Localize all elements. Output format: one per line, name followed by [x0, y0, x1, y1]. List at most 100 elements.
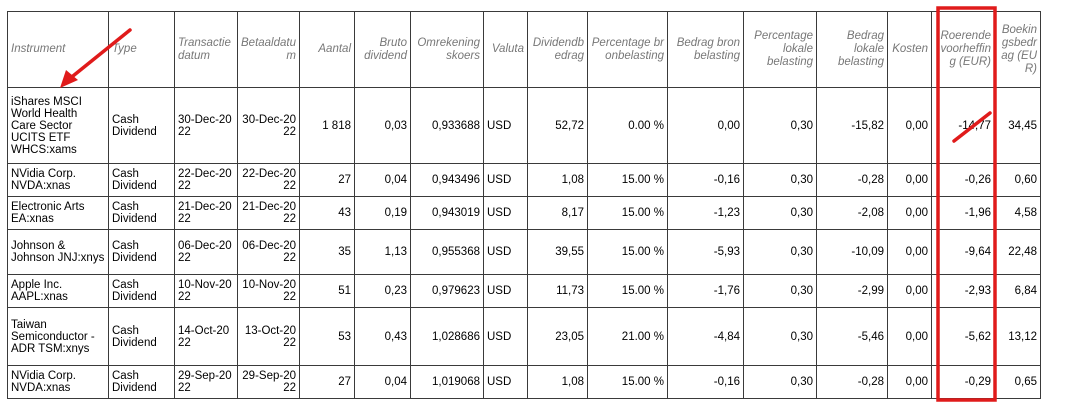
cell-transactiedatum: 29-Sep-2022	[174, 365, 238, 399]
header-bruto-dividend: Bruto dividend	[354, 11, 411, 88]
cell-instrument: Electronic Arts EA:xnas	[7, 196, 109, 230]
cell-boekingsbedrag: 0,65	[994, 365, 1041, 399]
cell-transactiedatum: 21-Dec-2022	[174, 196, 238, 230]
cell-valuta: USD	[483, 163, 528, 197]
cell-transactiedatum: 30-Dec-2022	[174, 87, 238, 164]
cell-kosten: 0,00	[887, 229, 932, 275]
header-bedrag-lokale-belasting: Bedrag lokale belasting	[816, 11, 888, 88]
cell-betaaldatum: 30-Dec-2022	[237, 87, 300, 164]
header-kosten: Kosten	[887, 11, 932, 88]
cell-kosten: 0,00	[887, 307, 932, 366]
header-transactiedatum: Transactiedatum	[174, 11, 238, 88]
header-boekingsbedrag: Boekingsbedrag (EUR)	[994, 11, 1041, 88]
cell-roerende-voorheffing: -2,93	[931, 274, 995, 308]
cell-type: Cash Dividend	[108, 365, 175, 399]
cell-omrekeningskoers: 1,019068	[410, 365, 484, 399]
cell-instrument: Johnson & Johnson JNJ:xnys	[7, 229, 109, 275]
cell-dividendbedrag: 52,72	[527, 87, 588, 164]
cell-kosten: 0,00	[887, 365, 932, 399]
cell-bruto-dividend: 0,03	[354, 87, 411, 164]
cell-omrekeningskoers: 0,933688	[410, 87, 484, 164]
cell-kosten: 0,00	[887, 274, 932, 308]
cell-percentage-bronbelasting: 0.00 %	[587, 87, 668, 164]
cell-betaaldatum: 13-Oct-2022	[237, 307, 300, 366]
cell-boekingsbedrag: 22,48	[994, 229, 1041, 275]
cell-dividendbedrag: 1,08	[527, 365, 588, 399]
cell-percentage-lokale-belasting: 0,30	[743, 229, 817, 275]
header-instrument: Instrument	[7, 11, 109, 88]
cell-kosten: 0,00	[887, 163, 932, 197]
cell-boekingsbedrag: 4,58	[994, 196, 1041, 230]
cell-roerende-voorheffing: -5,62	[931, 307, 995, 366]
cell-betaaldatum: 22-Dec-2022	[237, 163, 300, 197]
cell-bedrag-bronbelasting: -0,16	[667, 163, 744, 197]
table-row: NVidia Corp. NVDA:xnas Cash Dividend 29-…	[7, 365, 1041, 399]
table-row: Taiwan Semiconductor - ADR TSM:xnys Cash…	[7, 307, 1041, 366]
cell-type: Cash Dividend	[108, 87, 175, 164]
cell-transactiedatum: 10-Nov-2022	[174, 274, 238, 308]
cell-boekingsbedrag: 34,45	[994, 87, 1041, 164]
cell-boekingsbedrag: 13,12	[994, 307, 1041, 366]
cell-instrument: NVidia Corp. NVDA:xnas	[7, 365, 109, 399]
header-dividendbedrag: Dividendbedrag	[527, 11, 588, 88]
cell-dividendbedrag: 11,73	[527, 274, 588, 308]
header-betaaldatum: Betaaldatum	[237, 11, 300, 88]
cell-bedrag-lokale-belasting: -15,82	[816, 87, 888, 164]
table-row: Johnson & Johnson JNJ:xnys Cash Dividend…	[7, 229, 1041, 275]
cell-percentage-lokale-belasting: 0,30	[743, 163, 817, 197]
cell-bedrag-lokale-belasting: -0,28	[816, 163, 888, 197]
cell-percentage-bronbelasting: 15.00 %	[587, 163, 668, 197]
cell-percentage-bronbelasting: 15.00 %	[587, 274, 668, 308]
cell-valuta: USD	[483, 196, 528, 230]
cell-bedrag-bronbelasting: 0,00	[667, 87, 744, 164]
cell-bedrag-lokale-belasting: -10,09	[816, 229, 888, 275]
cell-valuta: USD	[483, 274, 528, 308]
cell-type: Cash Dividend	[108, 196, 175, 230]
cell-valuta: USD	[483, 229, 528, 275]
header-percentage-bronbelasting: Percentage bronbelasting	[587, 11, 668, 88]
cell-aantal: 27	[299, 365, 355, 399]
header-type: Type	[108, 11, 175, 88]
cell-bedrag-bronbelasting: -5,93	[667, 229, 744, 275]
cell-dividendbedrag: 1,08	[527, 163, 588, 197]
cell-percentage-lokale-belasting: 0,30	[743, 196, 817, 230]
cell-percentage-bronbelasting: 15.00 %	[587, 196, 668, 230]
cell-aantal: 35	[299, 229, 355, 275]
header-aantal: Aantal	[299, 11, 355, 88]
cell-kosten: 0,00	[887, 87, 932, 164]
cell-transactiedatum: 14-Oct-2022	[174, 307, 238, 366]
cell-percentage-lokale-belasting: 0,30	[743, 365, 817, 399]
cell-roerende-voorheffing: -0,29	[931, 365, 995, 399]
header-bedrag-bronbelasting: Bedrag bronbelasting	[667, 11, 744, 88]
cell-bruto-dividend: 0,19	[354, 196, 411, 230]
cell-aantal: 43	[299, 196, 355, 230]
cell-omrekeningskoers: 0,943496	[410, 163, 484, 197]
dividend-table: Instrument Type Transactiedatum Betaalda…	[7, 11, 1041, 399]
cell-type: Cash Dividend	[108, 163, 175, 197]
cell-percentage-bronbelasting: 15.00 %	[587, 229, 668, 275]
cell-omrekeningskoers: 0,955368	[410, 229, 484, 275]
cell-percentage-lokale-belasting: 0,30	[743, 274, 817, 308]
header-omrekeningskoers: Omrekeningskoers	[410, 11, 484, 88]
cell-type: Cash Dividend	[108, 229, 175, 275]
cell-bruto-dividend: 0,23	[354, 274, 411, 308]
cell-omrekeningskoers: 1,028686	[410, 307, 484, 366]
cell-betaaldatum: 21-Dec-2022	[237, 196, 300, 230]
cell-percentage-bronbelasting: 21.00 %	[587, 307, 668, 366]
cell-instrument: Apple Inc. AAPL:xnas	[7, 274, 109, 308]
table-row: Electronic Arts EA:xnas Cash Dividend 21…	[7, 196, 1041, 230]
cell-betaaldatum: 29-Sep-2022	[237, 365, 300, 399]
cell-instrument: Taiwan Semiconductor - ADR TSM:xnys	[7, 307, 109, 366]
cell-type: Cash Dividend	[108, 307, 175, 366]
cell-bruto-dividend: 0,43	[354, 307, 411, 366]
cell-omrekeningskoers: 0,979623	[410, 274, 484, 308]
cell-bedrag-bronbelasting: -1,23	[667, 196, 744, 230]
cell-valuta: USD	[483, 307, 528, 366]
cell-instrument: iShares MSCI World Health Care Sector UC…	[7, 87, 109, 164]
table-row: iShares MSCI World Health Care Sector UC…	[7, 87, 1041, 164]
cell-transactiedatum: 22-Dec-2022	[174, 163, 238, 197]
cell-valuta: USD	[483, 365, 528, 399]
cell-dividendbedrag: 39,55	[527, 229, 588, 275]
cell-bedrag-bronbelasting: -1,76	[667, 274, 744, 308]
cell-bedrag-lokale-belasting: -0,28	[816, 365, 888, 399]
